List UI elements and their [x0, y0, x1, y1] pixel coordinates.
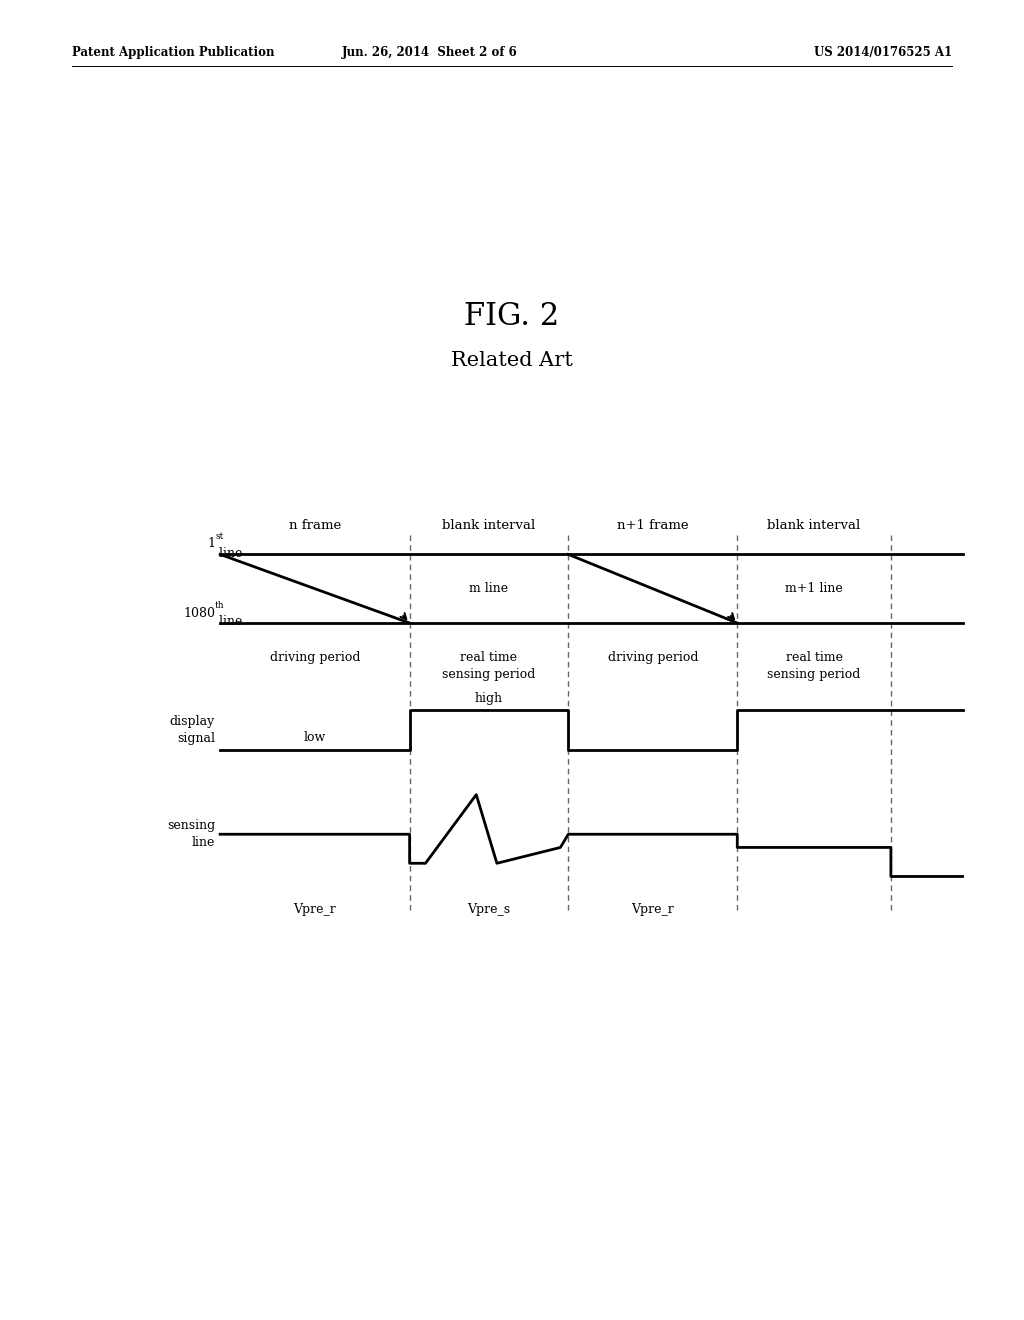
Text: real time
sensing period: real time sensing period: [767, 651, 861, 681]
Text: st: st: [215, 532, 223, 541]
Text: Vpre_r: Vpre_r: [294, 903, 336, 916]
Text: Patent Application Publication: Patent Application Publication: [72, 46, 274, 59]
Text: driving period: driving period: [607, 651, 698, 664]
Text: driving period: driving period: [269, 651, 360, 664]
Text: n+1 frame: n+1 frame: [617, 519, 688, 532]
Text: 1080: 1080: [183, 607, 215, 620]
Text: th: th: [215, 601, 224, 610]
Text: n frame: n frame: [289, 519, 341, 532]
Text: real time
sensing period: real time sensing period: [442, 651, 536, 681]
Text: Vpre_s: Vpre_s: [467, 903, 511, 916]
Text: m line: m line: [469, 582, 509, 595]
Text: Related Art: Related Art: [451, 351, 573, 370]
Text: FIG. 2: FIG. 2: [464, 301, 560, 333]
Text: line: line: [215, 615, 243, 628]
Text: m+1 line: m+1 line: [785, 582, 843, 595]
Text: blank interval: blank interval: [442, 519, 536, 532]
Text: high: high: [475, 692, 503, 705]
Text: 1: 1: [207, 537, 215, 550]
Text: sensing
line: sensing line: [167, 820, 215, 849]
Text: Jun. 26, 2014  Sheet 2 of 6: Jun. 26, 2014 Sheet 2 of 6: [342, 46, 518, 59]
Text: US 2014/0176525 A1: US 2014/0176525 A1: [814, 46, 952, 59]
Text: line: line: [215, 546, 243, 560]
Text: blank interval: blank interval: [767, 519, 861, 532]
Text: low: low: [304, 731, 326, 744]
Text: Vpre_r: Vpre_r: [632, 903, 674, 916]
Text: display
signal: display signal: [170, 715, 215, 744]
